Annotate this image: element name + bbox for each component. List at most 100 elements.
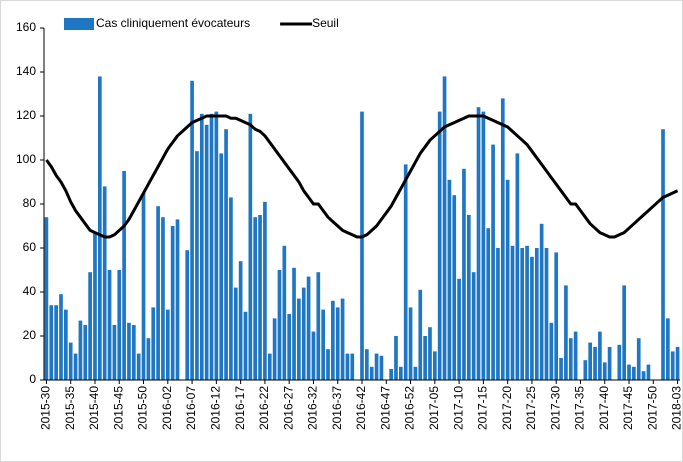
bar <box>622 285 627 380</box>
x-tick-label: 2017-25 <box>524 386 538 430</box>
y-tick-label: 0 <box>29 372 36 386</box>
bar <box>131 325 136 380</box>
bar <box>437 111 442 380</box>
bar <box>423 336 427 380</box>
bar <box>607 347 612 380</box>
bar <box>97 76 102 381</box>
bar <box>661 129 665 380</box>
bar <box>277 270 282 380</box>
bar <box>496 248 500 380</box>
x-tick-label: 2015-45 <box>111 386 125 430</box>
bar <box>248 113 253 381</box>
bar <box>199 113 204 381</box>
bar <box>525 245 529 380</box>
bar <box>102 186 107 380</box>
bar <box>83 325 88 380</box>
bar <box>670 351 675 380</box>
x-tick-label: 2017-30 <box>548 386 562 430</box>
bar <box>428 327 432 380</box>
bar <box>632 366 636 380</box>
x-tick-label: 2018-03 <box>670 386 683 430</box>
bar <box>88 272 92 380</box>
bar <box>326 349 330 380</box>
bar <box>549 322 554 380</box>
bar <box>292 267 296 380</box>
bar <box>539 223 544 380</box>
x-tick-label: 2017-15 <box>476 386 490 430</box>
bar <box>379 355 384 380</box>
x-tick-label: 2015-30 <box>39 386 53 430</box>
bar <box>627 364 631 380</box>
y-tick-label: 160 <box>16 20 36 34</box>
bar <box>505 179 510 380</box>
x-tick-label: 2017-05 <box>427 386 441 430</box>
bar <box>398 366 403 380</box>
bar <box>156 206 160 380</box>
bar <box>243 311 248 380</box>
bar <box>253 217 258 380</box>
bar <box>185 250 190 380</box>
x-tick-label: 2015-50 <box>136 386 150 430</box>
bar <box>238 261 243 380</box>
bar <box>418 289 423 380</box>
x-tick-label: 2016-47 <box>378 386 392 430</box>
bar <box>432 351 437 380</box>
bar <box>117 270 122 380</box>
bar <box>209 113 214 381</box>
legend-label: Seuil <box>312 16 339 30</box>
bar <box>641 371 646 380</box>
y-tick-label: 60 <box>23 240 37 254</box>
bar <box>666 318 670 380</box>
bar <box>374 353 379 380</box>
x-tick-label: 2016-02 <box>160 386 174 430</box>
bar <box>360 111 364 380</box>
bar <box>520 248 525 380</box>
bar <box>306 276 311 380</box>
x-tick-label: 2017-35 <box>573 386 587 430</box>
bar <box>394 336 398 380</box>
y-tick-label: 120 <box>16 108 36 122</box>
x-tick-label: 2016-52 <box>403 386 417 430</box>
bar <box>452 195 457 380</box>
x-tick-label: 2016-37 <box>330 386 344 430</box>
bar <box>229 197 233 380</box>
x-tick-label: 2016-27 <box>281 386 295 430</box>
x-tick-label: 2016-32 <box>306 386 320 430</box>
bar <box>369 366 374 380</box>
bar <box>136 353 141 380</box>
bar <box>170 226 175 380</box>
bar <box>340 298 345 380</box>
bar <box>335 307 340 380</box>
bar <box>350 353 355 380</box>
bar <box>263 201 267 380</box>
bar <box>267 353 272 380</box>
bar <box>331 300 335 380</box>
bar <box>598 331 602 380</box>
bar <box>141 193 146 380</box>
bar <box>568 338 573 380</box>
bar <box>365 349 369 380</box>
bar <box>588 342 593 380</box>
bar <box>165 309 170 380</box>
bar <box>481 111 486 380</box>
bar <box>442 76 447 381</box>
bar <box>583 360 588 380</box>
x-tick-label: 2015-35 <box>63 386 77 430</box>
bar <box>321 309 326 380</box>
bar <box>534 248 539 380</box>
bar <box>345 353 350 380</box>
y-tick-label: 80 <box>23 196 37 210</box>
bar <box>491 144 495 380</box>
threshold-line <box>45 114 679 239</box>
bar <box>107 270 112 380</box>
bar <box>466 215 471 380</box>
bar <box>175 219 180 380</box>
bar <box>151 307 156 380</box>
x-tick-label: 2017-10 <box>451 386 465 430</box>
y-tick-label: 100 <box>16 152 36 166</box>
bar <box>214 111 219 380</box>
bar <box>559 358 563 380</box>
x-tick-label: 2017-40 <box>597 386 611 430</box>
bar <box>112 325 117 380</box>
